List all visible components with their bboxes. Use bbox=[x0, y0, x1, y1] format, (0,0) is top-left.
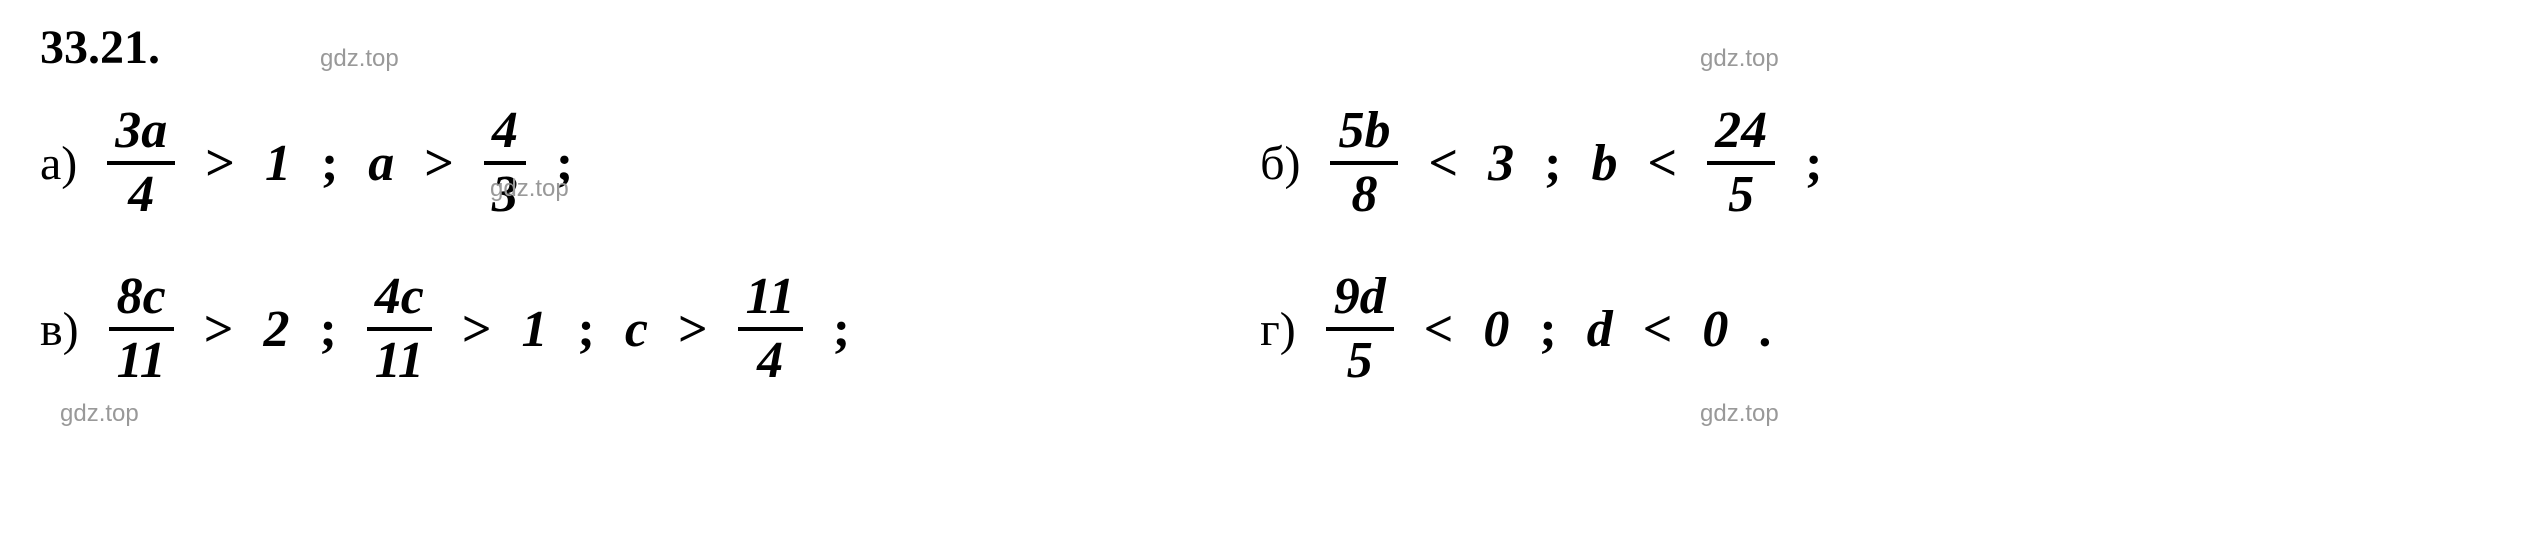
label-b: б) bbox=[1260, 136, 1300, 191]
item-g: г) 9d 5 < 0; d < 0. bbox=[1260, 271, 1832, 387]
operator: < bbox=[1424, 300, 1454, 359]
end: ; bbox=[556, 134, 573, 193]
end: ; bbox=[833, 300, 850, 359]
fraction-a2: 4 3 bbox=[484, 105, 526, 221]
numerator: 4c bbox=[367, 271, 432, 331]
problem-number: 33.21. bbox=[40, 20, 2503, 75]
fraction-g1: 9d 5 bbox=[1326, 271, 1394, 387]
fraction-b2: 24 5 bbox=[1707, 105, 1775, 221]
operator: > bbox=[424, 134, 454, 193]
denominator: 5 bbox=[1720, 165, 1762, 221]
value: 0 bbox=[1483, 300, 1509, 359]
value: 2 bbox=[263, 300, 289, 359]
fraction-a1: 3a 4 bbox=[107, 105, 175, 221]
numerator: 3a bbox=[107, 105, 175, 165]
value: 3 bbox=[1488, 134, 1514, 193]
separator: ; bbox=[578, 300, 595, 359]
end: ; bbox=[1805, 134, 1822, 193]
variable: a bbox=[368, 134, 394, 193]
fraction-v3: 11 4 bbox=[738, 271, 803, 387]
denominator: 11 bbox=[367, 331, 432, 387]
variable: c bbox=[625, 300, 648, 359]
numerator: 8c bbox=[109, 271, 174, 331]
content-container: а) 3a 4 > 1; a > 4 3 ; в) 8c 11 > 2; bbox=[40, 105, 2503, 387]
label-g: г) bbox=[1260, 302, 1296, 357]
numerator: 5b bbox=[1330, 105, 1398, 165]
label-a: а) bbox=[40, 136, 77, 191]
watermark: gdz.top bbox=[60, 400, 139, 428]
separator: ; bbox=[319, 300, 336, 359]
item-b: б) 5b 8 < 3; b < 24 5 ; bbox=[1260, 105, 1832, 221]
end: . bbox=[1758, 300, 1771, 359]
denominator: 4 bbox=[749, 331, 791, 387]
operator: > bbox=[678, 300, 708, 359]
fraction-v1: 8c 11 bbox=[109, 271, 174, 387]
numerator: 11 bbox=[738, 271, 803, 331]
fraction-b1: 5b 8 bbox=[1330, 105, 1398, 221]
variable: b bbox=[1591, 134, 1617, 193]
value: 1 bbox=[522, 300, 548, 359]
value: 0 bbox=[1702, 300, 1728, 359]
operator: > bbox=[205, 134, 235, 193]
separator: ; bbox=[1539, 300, 1556, 359]
variable: d bbox=[1587, 300, 1613, 359]
watermark: gdz.top bbox=[1700, 400, 1779, 428]
separator: ; bbox=[1544, 134, 1561, 193]
denominator: 5 bbox=[1339, 331, 1381, 387]
value: 1 bbox=[265, 134, 291, 193]
separator: ; bbox=[321, 134, 338, 193]
numerator: 9d bbox=[1326, 271, 1394, 331]
denominator: 11 bbox=[109, 331, 174, 387]
item-a: а) 3a 4 > 1; a > 4 3 ; bbox=[40, 105, 860, 221]
left-column: а) 3a 4 > 1; a > 4 3 ; в) 8c 11 > 2; bbox=[40, 105, 860, 387]
fraction-v2: 4c 11 bbox=[367, 271, 432, 387]
denominator: 4 bbox=[120, 165, 162, 221]
denominator: 8 bbox=[1343, 165, 1385, 221]
operator: > bbox=[462, 300, 492, 359]
label-v: в) bbox=[40, 302, 79, 357]
operator: > bbox=[204, 300, 234, 359]
operator: < bbox=[1643, 300, 1673, 359]
operator: < bbox=[1647, 134, 1677, 193]
numerator: 4 bbox=[484, 105, 526, 165]
numerator: 24 bbox=[1707, 105, 1775, 165]
denominator: 3 bbox=[484, 165, 526, 221]
right-column: б) 5b 8 < 3; b < 24 5 ; г) 9d 5 < 0; d bbox=[1260, 105, 1832, 387]
item-v: в) 8c 11 > 2; 4c 11 > 1; c > 11 4 ; bbox=[40, 271, 860, 387]
operator: < bbox=[1428, 134, 1458, 193]
